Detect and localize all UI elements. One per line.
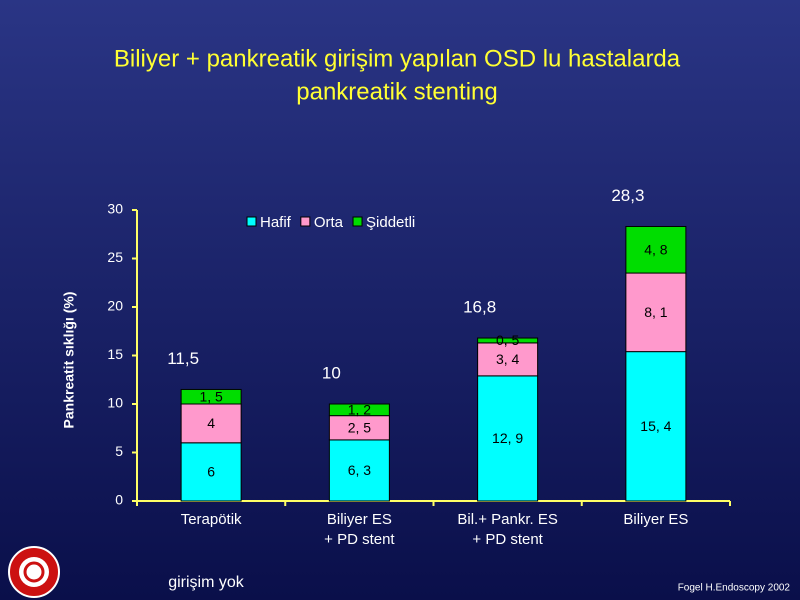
total-label: 11,5 xyxy=(167,349,199,368)
logo xyxy=(8,546,60,598)
legend-swatch xyxy=(300,216,311,227)
total-label: 28,3 xyxy=(611,186,644,205)
total-label: 16,8 xyxy=(463,298,496,317)
data-label: 8, 1 xyxy=(644,304,668,320)
x-tick-label: Bil.+ Pankr. ES xyxy=(457,511,557,528)
y-tick-label: 15 xyxy=(107,346,123,362)
source: Fogel H.Endoscopy 2002 xyxy=(678,583,791,594)
x-tick-label: Biliyer ES xyxy=(623,511,688,528)
total-label: 10 xyxy=(322,363,341,382)
data-label: 15, 4 xyxy=(640,418,671,434)
bar-segment xyxy=(328,403,390,417)
data-label: 4, 8 xyxy=(644,241,668,257)
title-line: Biliyer + pankreatik girişim yapılan OSD… xyxy=(114,45,681,72)
legend-label: Şiddetli xyxy=(366,214,415,231)
data-label: 6, 3 xyxy=(348,462,372,478)
title-line: pankreatik stenting xyxy=(296,78,497,105)
bar-segment xyxy=(477,375,539,502)
bar-segment xyxy=(477,342,539,377)
x-tick-label: + PD stent xyxy=(472,531,543,548)
y-tick-label: 5 xyxy=(115,443,123,459)
bar-segment xyxy=(477,337,539,344)
x-tick-label: Terapötik xyxy=(181,511,242,528)
y-tick-label: 0 xyxy=(115,492,123,508)
y-axis-label: Pankreatit sıklığı (%) xyxy=(61,292,77,429)
data-label: 3, 4 xyxy=(496,351,520,367)
data-label: 0, 5 xyxy=(496,332,520,348)
legend-label: Hafif xyxy=(260,214,292,231)
y-tick-label: 10 xyxy=(107,395,123,411)
data-label: 1, 5 xyxy=(199,388,223,404)
data-label: 1, 2 xyxy=(348,402,372,418)
y-tick-label: 20 xyxy=(107,298,123,314)
bar-segment xyxy=(625,351,687,502)
legend-swatch xyxy=(246,216,257,227)
legend-swatch xyxy=(352,216,363,227)
x-tick-label: Biliyer ES xyxy=(327,511,392,528)
annotation: girişim yok xyxy=(168,574,245,591)
y-tick-label: 30 xyxy=(107,201,123,217)
bar-segment xyxy=(625,225,687,274)
data-label: 6 xyxy=(207,464,215,480)
legend-label: Orta xyxy=(314,214,344,231)
bar-segment xyxy=(180,388,242,405)
bar-segment xyxy=(625,272,687,353)
data-label: 2, 5 xyxy=(348,419,372,435)
y-tick-label: 25 xyxy=(107,249,123,265)
data-label: 12, 9 xyxy=(492,430,523,446)
x-tick-label: + PD stent xyxy=(324,531,395,548)
data-label: 4 xyxy=(207,415,215,431)
